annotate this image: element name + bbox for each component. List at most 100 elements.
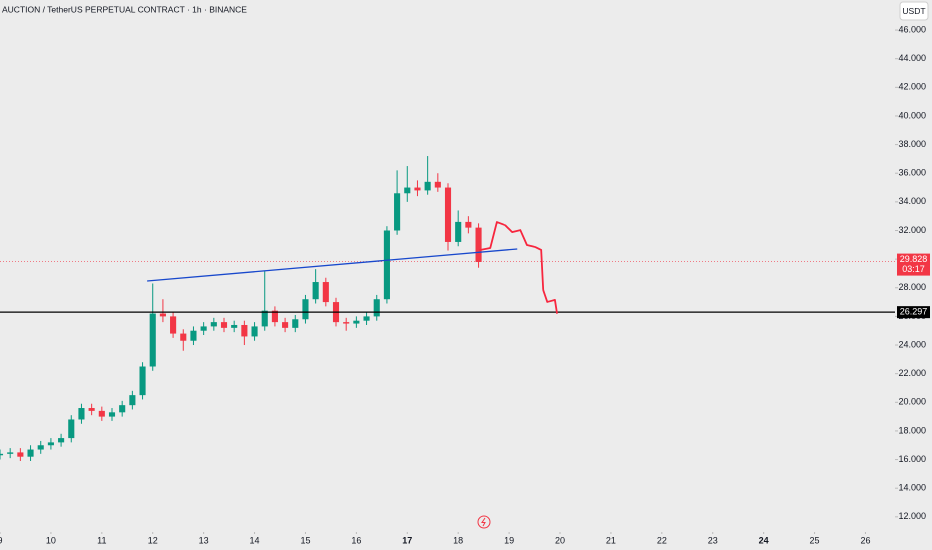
candle (119, 400, 126, 417)
candle-body (7, 452, 14, 454)
candle-body (465, 221, 472, 228)
candle-body (292, 319, 299, 328)
y-tick-label: 46.000 (898, 24, 926, 34)
y-tick-label: 32.000 (898, 225, 926, 235)
candle-body (444, 187, 452, 242)
alert-bolt (481, 517, 486, 527)
x-tick-label: 22 (657, 535, 667, 545)
candle-body (88, 408, 95, 411)
currency-label: USDT (902, 6, 925, 16)
candle-body (27, 449, 34, 457)
candle-body (373, 299, 380, 317)
candle (27, 445, 34, 461)
candle-body (17, 452, 24, 457)
candle-body (58, 438, 65, 443)
y-tick-label: 34.000 (898, 196, 926, 206)
alert-circle (477, 515, 491, 529)
y-tick-label: 38.000 (898, 139, 926, 149)
x-tick-label: 12 (148, 535, 158, 545)
y-tick-label: 40.000 (898, 110, 926, 120)
candle-body (190, 330, 197, 341)
candle-body (404, 187, 411, 194)
x-tick-label: 9 (0, 535, 3, 545)
candle (47, 438, 54, 450)
x-tick-label: 25 (810, 535, 820, 545)
x-tick-label: 17 (402, 535, 412, 545)
candle (149, 283, 156, 371)
candle-body (261, 310, 268, 327)
candle (292, 314, 299, 333)
candle-body (363, 316, 370, 321)
y-tick-label: 18.000 (898, 425, 926, 435)
candle (129, 390, 136, 410)
candle-body (170, 316, 177, 334)
candle-body (282, 322, 289, 328)
candle-body (424, 181, 431, 191)
candle-body (271, 310, 278, 323)
candle (0, 449, 4, 460)
candle-body (159, 313, 166, 317)
candle (414, 180, 421, 197)
support-price-box (897, 306, 930, 319)
alert-icon[interactable] (477, 515, 491, 529)
x-tick-label: 20 (555, 535, 565, 545)
x-tick-label: 23 (708, 535, 718, 545)
candle (261, 270, 268, 331)
candle (363, 312, 370, 325)
candle-body (210, 322, 217, 327)
candle (282, 317, 289, 333)
candle-body (251, 326, 258, 337)
candle (434, 173, 441, 192)
x-tick-label: 19 (504, 535, 514, 545)
x-tick-label: 18 (453, 535, 463, 545)
y-tick-label: 22.000 (898, 368, 926, 378)
candle-body (37, 445, 44, 450)
candle (220, 317, 228, 333)
candle-body (220, 322, 228, 328)
candle (159, 299, 166, 323)
candle (444, 183, 452, 251)
candle-body (231, 324, 238, 328)
candle (139, 362, 146, 400)
x-tick-label: 13 (199, 535, 209, 545)
x-tick-label: 16 (351, 535, 361, 545)
candle-body (322, 282, 329, 303)
candle (383, 226, 390, 304)
x-tick-label: 11 (97, 535, 106, 545)
candle (353, 316, 360, 328)
last-price-label: 29.828 (900, 254, 928, 264)
candle (170, 312, 177, 338)
candle (88, 403, 95, 416)
trendline (147, 248, 518, 282)
y-tick-label: 12.000 (898, 511, 926, 521)
x-tick-label: 24 (759, 535, 769, 545)
candle (17, 448, 24, 461)
candle (343, 317, 350, 331)
candle-body (394, 193, 401, 231)
candle (394, 170, 401, 235)
chart-title: AUCTION / TetherUS PERPETUAL CONTRACT · … (2, 4, 247, 14)
x-tick-label: 26 (860, 535, 870, 545)
candle (271, 306, 278, 327)
candle (180, 329, 187, 351)
candle-body (343, 322, 350, 324)
y-tick-label: 14.000 (898, 483, 926, 493)
candle-body (68, 419, 75, 439)
y-tick-label: 24.000 (898, 339, 926, 349)
candle-body (312, 282, 319, 300)
y-tick-label: 36.000 (898, 168, 926, 178)
candle (404, 166, 411, 202)
currency-button[interactable] (899, 1, 929, 21)
candle-body (139, 366, 146, 396)
candle-body (47, 442, 54, 446)
candle (373, 294, 380, 321)
candle-body (98, 410, 105, 417)
candle-body (119, 405, 126, 413)
candle (312, 269, 319, 304)
candle-body (149, 313, 156, 367)
candle (241, 320, 248, 346)
candle (108, 408, 116, 421)
candle (200, 322, 207, 336)
